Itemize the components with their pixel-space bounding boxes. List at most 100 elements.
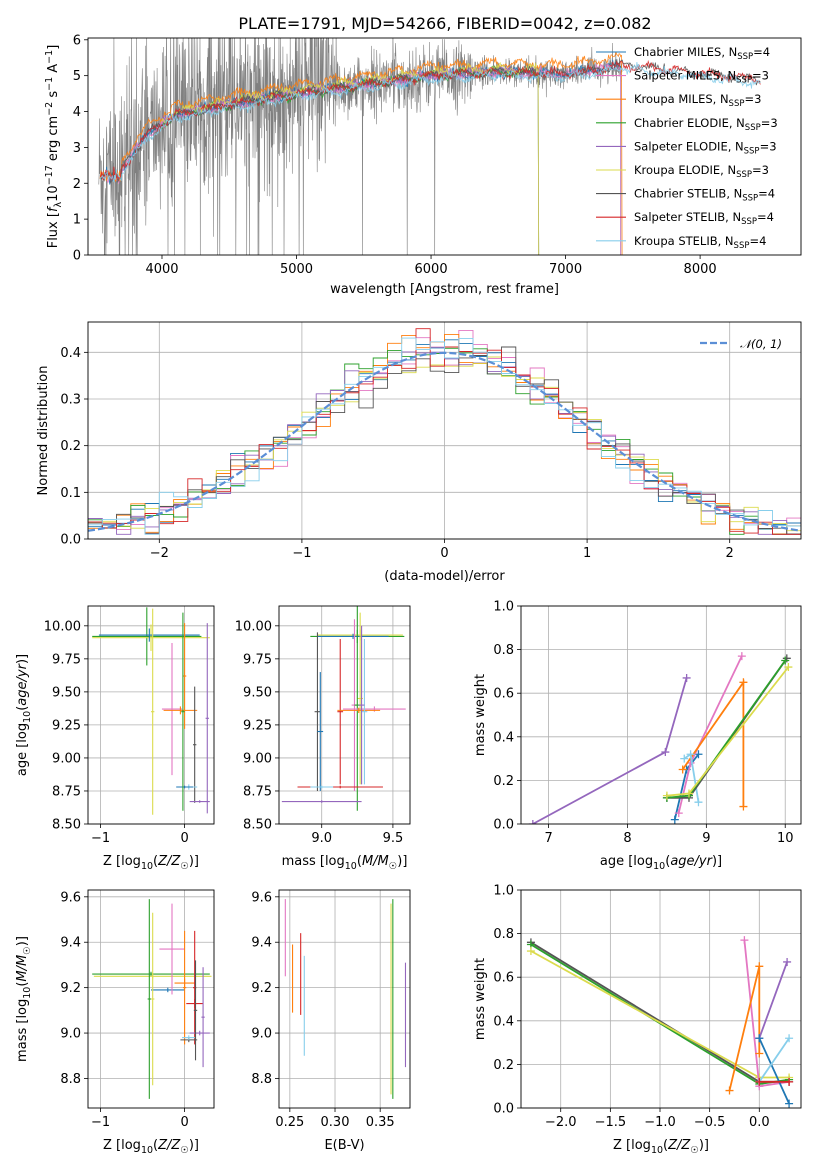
errorbar-point bbox=[193, 960, 198, 1061]
errorbar-point bbox=[317, 633, 389, 640]
panel-spectrum: 4000 5000 6000 7000 8000 0 1 2 3 4 5 6 wavelength [A… bbox=[44, 33, 802, 297]
x-axis-label: Z [log10(Z/Z☉)] bbox=[103, 854, 199, 872]
panel-mass_vs_Z: −1 0 8.8 9.0 9.2 9.4 9.6 Z [log10(Z/Z☉)] mass [l… bbox=[15, 889, 215, 1156]
x-tick-label: 1 bbox=[583, 546, 591, 561]
y-tick-label: 0.1 bbox=[60, 486, 81, 501]
normal-curve bbox=[88, 351, 801, 532]
y-tick-label: 9.2 bbox=[60, 981, 81, 996]
y-axis-label: mass weight bbox=[473, 674, 488, 756]
legend: Chabrier MILES, NSSP=4 Salpeter MILES, NS… bbox=[596, 45, 778, 251]
legend-entry: Chabrier ELODIE, NSSP=3 bbox=[634, 116, 778, 133]
series-marker bbox=[685, 789, 693, 798]
y-tick-label: 8.75 bbox=[52, 784, 81, 799]
errorbar-point bbox=[314, 632, 321, 791]
x-tick-label: 7 bbox=[544, 831, 552, 846]
series-marker bbox=[526, 947, 535, 956]
y-tick-label: 5 bbox=[73, 69, 81, 84]
y-tick-label: 0 bbox=[73, 249, 81, 264]
y-tick-label: 0.0 bbox=[60, 533, 81, 548]
series-line-kroupa_stelib bbox=[758, 1037, 790, 1083]
errorbar-point bbox=[361, 639, 368, 785]
series-marker bbox=[785, 1077, 794, 1086]
panel-massweight_vs_Z: −2.0 −1.5 −1.0 −0.5 0.0 0.0 0.2 0.4 0.6 0.8 1.0 Z [… bbox=[473, 884, 802, 1156]
y-tick-label: 9.50 bbox=[243, 685, 272, 700]
y-tick-label: 9.75 bbox=[243, 652, 272, 667]
errorbar-point bbox=[193, 686, 197, 803]
errorbar-point bbox=[182, 930, 187, 1045]
series-marker bbox=[682, 673, 691, 682]
series-marker bbox=[755, 962, 764, 971]
x-tick-label: 0 bbox=[180, 831, 188, 846]
y-tick-label: 0.4 bbox=[493, 730, 514, 745]
panel-age_vs_mass: 9.0 9.5 8.50 8.75 9.00 9.25 9.50 9.75 10.00 mass … bbox=[235, 605, 411, 872]
x-tick-label: −1 bbox=[91, 1115, 110, 1130]
y-tick-label: 9.6 bbox=[60, 890, 81, 905]
panel-residual_hist: −2 −1 0 1 2 0.0 0.1 0.2 0.3 0.4 (data-model)/error… bbox=[36, 321, 802, 584]
y-axis-label: Flux [fλ10−17 erg cm−2 s−1 A−1] bbox=[44, 45, 64, 249]
y-tick-label: 9.00 bbox=[52, 751, 81, 766]
x-tick-label: 4000 bbox=[145, 262, 178, 277]
series-marker bbox=[739, 802, 748, 811]
plot-area bbox=[92, 899, 212, 1099]
series-line-kroupa_miles bbox=[681, 679, 745, 807]
y-tick-label: 0.6 bbox=[493, 687, 514, 702]
legend-entry: Chabrier STELIB, NSSP=4 bbox=[634, 187, 775, 204]
plot-area bbox=[92, 607, 210, 815]
data-spectrum bbox=[98, 38, 623, 255]
axes-frame bbox=[278, 889, 411, 1109]
x-tick-label: 6000 bbox=[415, 262, 448, 277]
x-tick-label: −2 bbox=[150, 546, 169, 561]
y-tick-label: 9.25 bbox=[243, 718, 272, 733]
x-axis-label: wavelength [Angstrom, rest frame] bbox=[330, 282, 559, 297]
x-tick-label: −1.0 bbox=[644, 1115, 676, 1130]
y-tick-label: 8.50 bbox=[52, 818, 81, 833]
y-tick-label: 2 bbox=[73, 177, 81, 192]
y-tick-label: 0.2 bbox=[493, 774, 514, 789]
errorbar-point bbox=[358, 625, 365, 785]
x-axis-label: Z [log10(Z/Z☉)] bbox=[613, 1138, 709, 1156]
legend-entry: Salpeter ELODIE, NSSP=3 bbox=[634, 139, 777, 156]
legend-entry: Chabrier MILES, NSSP=4 bbox=[634, 45, 770, 62]
series-marker bbox=[755, 1034, 764, 1043]
series-marker bbox=[785, 1099, 794, 1108]
errorbar-point bbox=[182, 1035, 196, 1040]
axes-frame bbox=[87, 605, 215, 825]
series-marker bbox=[755, 1049, 764, 1058]
y-tick-label: 9.00 bbox=[243, 751, 272, 766]
series-marker bbox=[674, 809, 683, 818]
y-tick-label: 0.4 bbox=[60, 346, 81, 361]
series-line-chabrier_miles bbox=[758, 1037, 790, 1104]
series-marker bbox=[694, 750, 703, 759]
axes-frame bbox=[278, 605, 411, 825]
x-tick-label: 8000 bbox=[684, 262, 717, 277]
x-tick-label: 0.0 bbox=[749, 1115, 770, 1130]
y-tick-label: 0.3 bbox=[60, 393, 81, 408]
axes-frame bbox=[520, 605, 802, 825]
plot-area bbox=[98, 38, 761, 255]
series-marker bbox=[528, 820, 537, 824]
x-axis-label: mass [log10(M/M☉)] bbox=[282, 854, 408, 872]
legend: 𝒩(0, 1) bbox=[700, 337, 782, 351]
axes-frame bbox=[87, 889, 215, 1109]
errorbar-point bbox=[151, 608, 155, 815]
axes-frame bbox=[87, 321, 802, 540]
errorbar-point bbox=[201, 967, 205, 1068]
errorbar-point bbox=[181, 612, 185, 811]
y-tick-label: 9.0 bbox=[60, 1027, 81, 1042]
legend-entry: Kroupa ELODIE, NSSP=3 bbox=[634, 163, 769, 180]
errorbar-point bbox=[92, 971, 210, 977]
series-marker bbox=[755, 1077, 764, 1086]
panel-age_vs_Z: −1 0 8.50 8.75 9.00 9.25 9.50 9.75 10.00 Z [log10… bbox=[15, 605, 215, 872]
x-tick-label: 0.30 bbox=[321, 1115, 350, 1130]
series-marker bbox=[785, 1034, 794, 1043]
model-spectrum-kroupa_stelib bbox=[99, 62, 761, 183]
x-axis-label: age [log10(age/yr)] bbox=[600, 854, 722, 872]
errorbar-point bbox=[161, 642, 183, 776]
legend-entry: Kroupa MILES, NSSP=3 bbox=[634, 92, 761, 109]
y-tick-label: 9.6 bbox=[251, 890, 272, 905]
errorbar-point bbox=[205, 623, 209, 814]
series-marker bbox=[661, 748, 670, 757]
y-tick-label: 9.0 bbox=[251, 1027, 272, 1042]
series-marker bbox=[686, 750, 695, 759]
